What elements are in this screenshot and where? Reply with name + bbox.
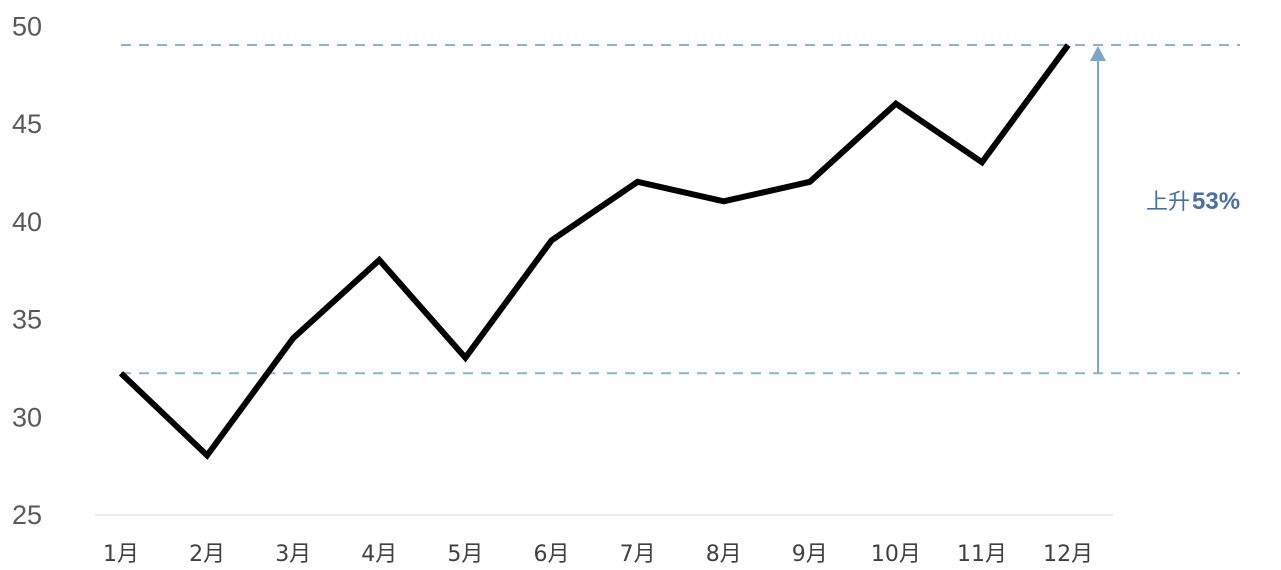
x-tick-label: 4月 [361,542,397,567]
x-tick-label: 12月 [1043,542,1093,567]
data-series [118,43,1071,460]
y-tick-label: 35 [12,305,42,335]
x-tick-label: 7月 [620,542,656,567]
x-tick-label: 3月 [275,542,311,567]
y-axis-tick-labels: 25 30 35 40 45 50 [12,12,42,531]
annotation-label-text: 上升 [1146,190,1190,215]
y-tick-label: 45 [12,109,42,139]
x-tick-label: 2月 [189,542,225,567]
y-tick-label: 50 [12,12,42,42]
x-tick-label: 6月 [534,542,570,567]
x-tick-label: 11月 [957,542,1007,567]
x-tick-label: 10月 [871,542,921,567]
reference-lines [121,44,1240,375]
annotation-percent: 53% [1192,188,1240,215]
y-tick-label: 40 [12,207,42,237]
x-tick-label: 9月 [792,542,828,567]
x-tick-label: 8月 [706,542,742,567]
x-axis-tick-labels: 1月 2月 3月 4月 5月 6月 7月 8月 9月 10月 11月 12月 [103,542,1093,567]
x-tick-label: 1月 [103,542,139,567]
change-annotation: 上升53% [1090,46,1240,374]
annotation-label: 上升53% [1146,188,1240,215]
series-line [118,43,1071,460]
x-tick-label: 5月 [447,542,483,567]
y-tick-label: 30 [12,402,42,432]
y-tick-label: 25 [12,500,42,530]
annotation-arrow-head [1090,46,1106,62]
